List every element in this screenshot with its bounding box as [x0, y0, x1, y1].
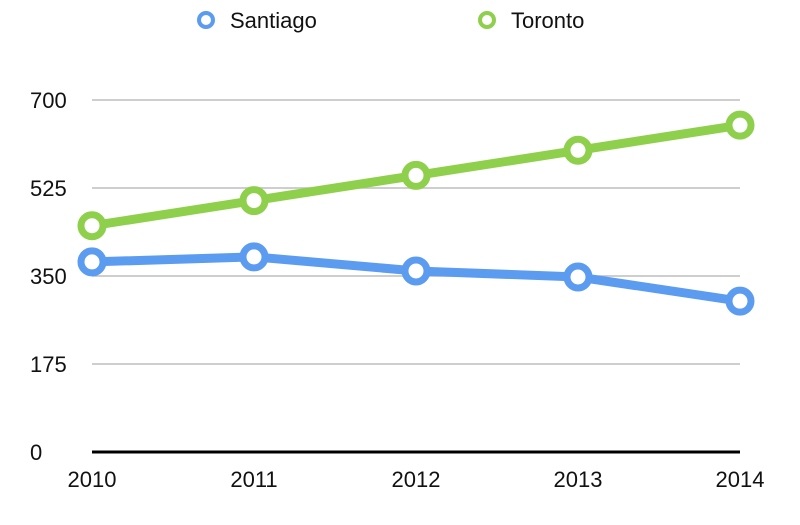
- data-point: [725, 110, 755, 140]
- y-tick-label: 700: [30, 88, 67, 113]
- y-tick-label: 0: [30, 440, 42, 465]
- legend: Santiago Toronto: [197, 8, 584, 33]
- data-point: [239, 242, 269, 272]
- x-tick-label: 2013: [554, 467, 603, 492]
- data-point: [239, 186, 269, 216]
- series-toronto: [77, 110, 755, 241]
- y-tick-label: 175: [30, 352, 67, 377]
- legend-label: Toronto: [511, 8, 584, 33]
- x-tick-label: 2011: [230, 467, 277, 492]
- legend-marker-icon: [478, 11, 496, 29]
- legend-item: Santiago: [197, 8, 317, 33]
- data-point: [563, 262, 593, 292]
- y-tick-label: 350: [30, 264, 67, 289]
- y-tick-label: 525: [30, 176, 67, 201]
- data-point: [77, 247, 107, 277]
- data-point: [77, 211, 107, 241]
- x-tick-label: 2014: [716, 467, 765, 492]
- y-axis: 0 175 350 525 700: [30, 88, 67, 465]
- data-point: [563, 135, 593, 165]
- legend-label: Santiago: [230, 8, 317, 33]
- x-axis: 2010 2011 2012 2013 2014: [68, 450, 765, 492]
- x-tick-label: 2010: [68, 467, 117, 492]
- data-point: [401, 256, 431, 286]
- legend-item: Toronto: [478, 8, 584, 33]
- data-point: [725, 286, 755, 316]
- legend-marker-icon: [197, 11, 215, 29]
- series-santiago: [77, 242, 755, 316]
- series-layer: [77, 110, 755, 316]
- x-tick-label: 2012: [392, 467, 441, 492]
- data-point: [401, 160, 431, 190]
